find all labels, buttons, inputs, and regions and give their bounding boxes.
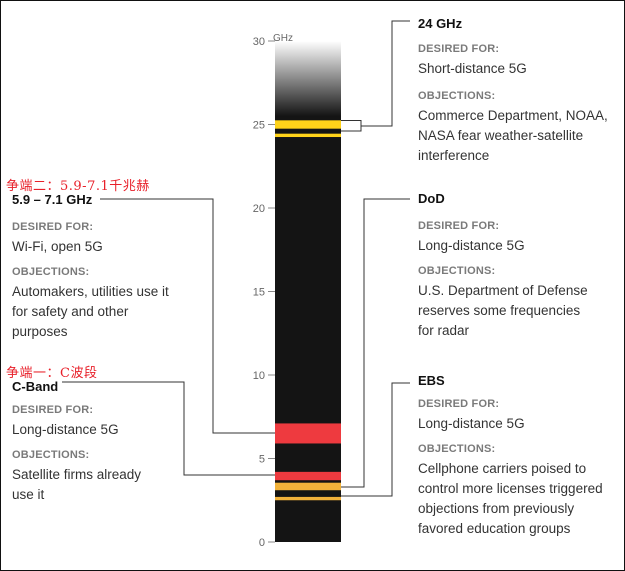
desired-text: Long-distance 5G: [418, 416, 525, 431]
desired-text: Long-distance 5G: [12, 422, 119, 437]
annotation-dispute-one: 争端一：C波段: [6, 366, 98, 381]
objections-text-1: Automakers, utilities use it: [12, 284, 169, 299]
objections-text-3: objections from previously: [418, 501, 575, 516]
objections-text-2: control more licenses triggered: [418, 481, 603, 496]
objections-label: OBJECTIONS:: [418, 265, 496, 277]
band-c-band-upper: [275, 471, 341, 481]
block-dod: DoD DESIRED FOR: Long-distance 5G OBJECT…: [418, 191, 588, 341]
axis-tick-label: 15: [253, 287, 265, 299]
desired-label: DESIRED FOR:: [418, 220, 500, 232]
objections-text-2: use it: [12, 487, 45, 502]
axis-tick-label: 25: [253, 120, 265, 132]
desired-text: Long-distance 5G: [418, 238, 525, 253]
desired-label: DESIRED FOR:: [418, 43, 500, 55]
desired-label: DESIRED FOR:: [12, 404, 94, 416]
desired-label: DESIRED FOR:: [12, 221, 94, 233]
axis-unit-label: GHz: [273, 33, 293, 44]
band-ebs: [275, 496, 341, 501]
block-title: 5.9 – 7.1 GHz: [12, 192, 93, 207]
objections-label: OBJECTIONS:: [418, 90, 496, 102]
axis-ticks: 30 25 20 15 10 5 0: [253, 36, 275, 549]
spectrum-column: [275, 41, 341, 542]
objections-label: OBJECTIONS:: [418, 443, 496, 455]
spectrum-bands: [275, 120, 341, 501]
desired-text: Short-distance 5G: [418, 61, 527, 76]
spectrum-column-fade: [275, 41, 341, 116]
band-cbrs: [275, 482, 341, 491]
objections-text-3: for radar: [418, 323, 470, 338]
objections-text-3: interference: [418, 148, 490, 163]
objections-label: OBJECTIONS:: [12, 449, 90, 461]
objections-text-1: Commerce Department, NOAA,: [418, 108, 608, 123]
block-title: C-Band: [12, 379, 59, 394]
block-5-9ghz: 5.9 – 7.1 GHz DESIRED FOR: Wi-Fi, open 5…: [12, 192, 169, 342]
axis-tick-label: 5: [259, 454, 265, 466]
leader-ebs: [341, 382, 410, 497]
desired-text: Wi-Fi, open 5G: [12, 239, 103, 254]
objections-text-1: Satellite firms already: [12, 467, 142, 482]
objections-label: OBJECTIONS:: [12, 266, 90, 278]
desired-label: DESIRED FOR:: [418, 398, 500, 410]
leader-dod: [341, 198, 410, 488]
leader-cband: [62, 381, 275, 476]
leader-lines: [62, 20, 410, 497]
block-title: EBS: [418, 373, 445, 388]
axis-tick-label: 20: [253, 203, 265, 215]
block-title: 24 GHz: [418, 16, 463, 31]
block-ebs: EBS DESIRED FOR: Long-distance 5G OBJECT…: [418, 373, 603, 539]
objections-text-2: NASA fear weather-satellite: [418, 128, 584, 143]
objections-text-3: purposes: [12, 324, 68, 339]
objections-text-1: U.S. Department of Defense: [418, 283, 588, 298]
block-24ghz: 24 GHz DESIRED FOR: Short-distance 5G OB…: [418, 16, 608, 166]
objections-text-4: favored education groups: [418, 521, 571, 536]
objections-text-2: reserves some frequencies: [418, 303, 581, 318]
leader-24ghz: [341, 20, 410, 132]
block-cband: C-Band DESIRED FOR: Long-distance 5G OBJ…: [12, 379, 141, 505]
axis-tick-label: 0: [259, 537, 265, 549]
objections-text-1: Cellphone carriers poised to: [418, 461, 587, 476]
band-5-9-7-1-ghz: [275, 423, 341, 444]
axis-tick-label: 30: [253, 36, 265, 48]
leader-5-9ghz: [100, 198, 275, 434]
annotation-dispute-two: 争端二：5.9-7.1千兆赫: [6, 179, 150, 194]
band-24-ghz-upper: [275, 120, 341, 129]
band-24-ghz-lower: [275, 133, 341, 138]
axis-tick-label: 10: [253, 370, 265, 382]
block-title: DoD: [418, 191, 445, 206]
objections-text-2: for safety and other: [12, 304, 129, 319]
